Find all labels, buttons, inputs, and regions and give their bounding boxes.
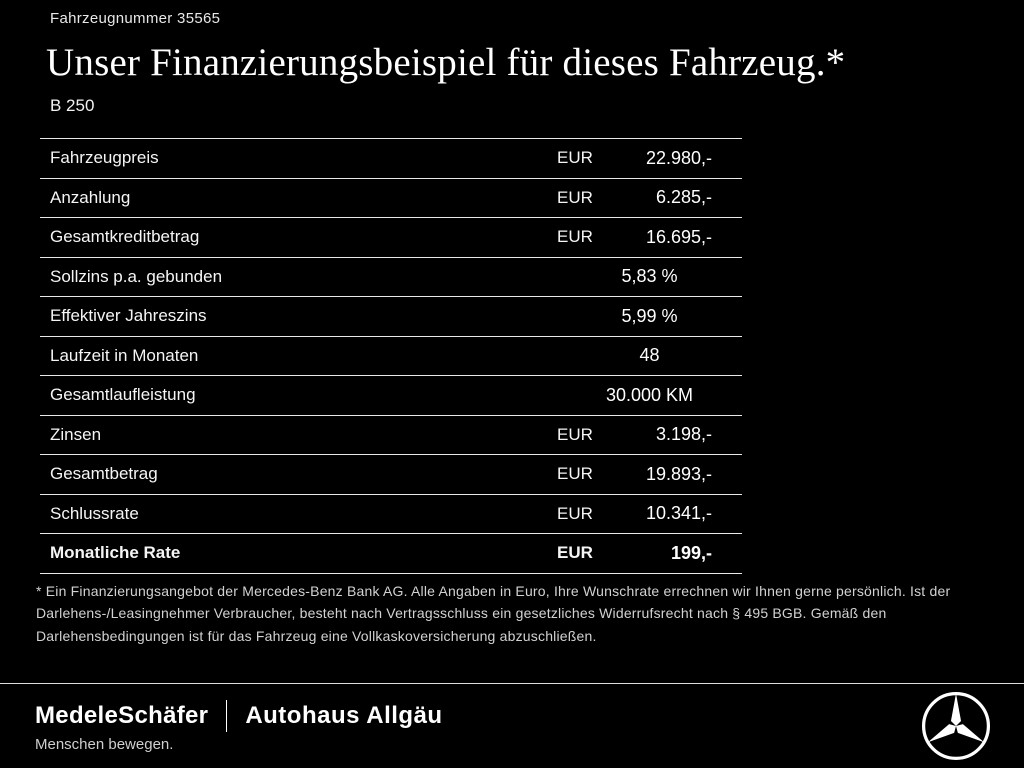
dealer-divider: [226, 699, 228, 732]
dealer-block: MedeleSchäfer Autohaus Allgäu Menschen b…: [35, 699, 443, 753]
table-row: Gesamtbetrag EUR 19.893,-: [40, 455, 742, 495]
legal-footnote: * Ein Finanzierungsangebot der Mercedes-…: [36, 583, 951, 644]
row-value: 16.695,-: [645, 226, 712, 247]
row-label: Effektiver Jahreszins: [50, 306, 207, 326]
row-currency: EUR: [557, 148, 593, 168]
row-value: 10.341,-: [645, 503, 712, 524]
row-label: Schlussrate: [50, 503, 139, 523]
row-value: 199,-: [670, 542, 712, 563]
table-row: Fahrzeugpreis EUR 22.980,-: [40, 139, 742, 179]
dealer-tagline: Menschen bewegen.: [35, 735, 174, 753]
row-currency: EUR: [557, 187, 593, 207]
row-label: Zinsen: [50, 424, 102, 444]
table-row: Effektiver Jahreszins 5,99 %: [40, 297, 742, 337]
row-value: 30.000 KM: [605, 384, 694, 405]
vehicle-number: Fahrzeugnummer 35565: [50, 10, 221, 27]
row-value: 48: [639, 345, 660, 366]
row-currency: EUR: [557, 543, 593, 563]
table-row: Anzahlung EUR 6.285,-: [40, 179, 742, 218]
row-value: 19.893,-: [645, 463, 712, 484]
row-currency: EUR: [557, 464, 593, 484]
row-currency: EUR: [557, 424, 593, 444]
row-value: 5,99 %: [621, 305, 678, 326]
table-row-monthly-rate: Monatliche Rate EUR 199,-: [40, 534, 742, 574]
row-label: Gesamtlaufleistung: [50, 385, 196, 405]
row-label: Monatliche Rate: [50, 543, 181, 563]
table-row: Laufzeit in Monaten 48: [40, 337, 742, 376]
row-label: Fahrzeugpreis: [50, 148, 159, 168]
mercedes-star-icon: [920, 690, 992, 762]
table-row: Gesamtkreditbetrag EUR 16.695,-: [40, 218, 742, 258]
row-value: 6.285,-: [655, 187, 712, 208]
finance-table: Fahrzeugpreis EUR 22.980,- Anzahlung EUR…: [40, 138, 742, 574]
dealer-name-autohaus-allgaeu: Autohaus Allgäu: [245, 701, 443, 729]
footer-bar: MedeleSchäfer Autohaus Allgäu Menschen b…: [0, 683, 1024, 768]
row-label: Laufzeit in Monaten: [50, 345, 199, 365]
table-row: Gesamtlaufleistung 30.000 KM: [40, 376, 742, 416]
page-title: Unser Finanzierungsbeispiel für dieses F…: [46, 41, 846, 84]
dealer-name-medeleschaefer: MedeleSchäfer: [35, 701, 209, 729]
vehicle-model: B 250: [50, 96, 95, 115]
row-currency: EUR: [557, 227, 593, 247]
row-label: Gesamtkreditbetrag: [50, 227, 200, 247]
row-currency: EUR: [557, 503, 593, 523]
row-label: Sollzins p.a. gebunden: [50, 266, 223, 286]
table-row: Zinsen EUR 3.198,-: [40, 416, 742, 455]
row-label: Gesamtbetrag: [50, 464, 158, 484]
row-label: Anzahlung: [50, 187, 131, 207]
row-value: 22.980,-: [645, 147, 712, 168]
table-row: Schlussrate EUR 10.341,-: [40, 495, 742, 534]
table-row: Sollzins p.a. gebunden 5,83 %: [40, 258, 742, 297]
row-value: 5,83 %: [621, 266, 678, 287]
row-value: 3.198,-: [655, 424, 712, 445]
